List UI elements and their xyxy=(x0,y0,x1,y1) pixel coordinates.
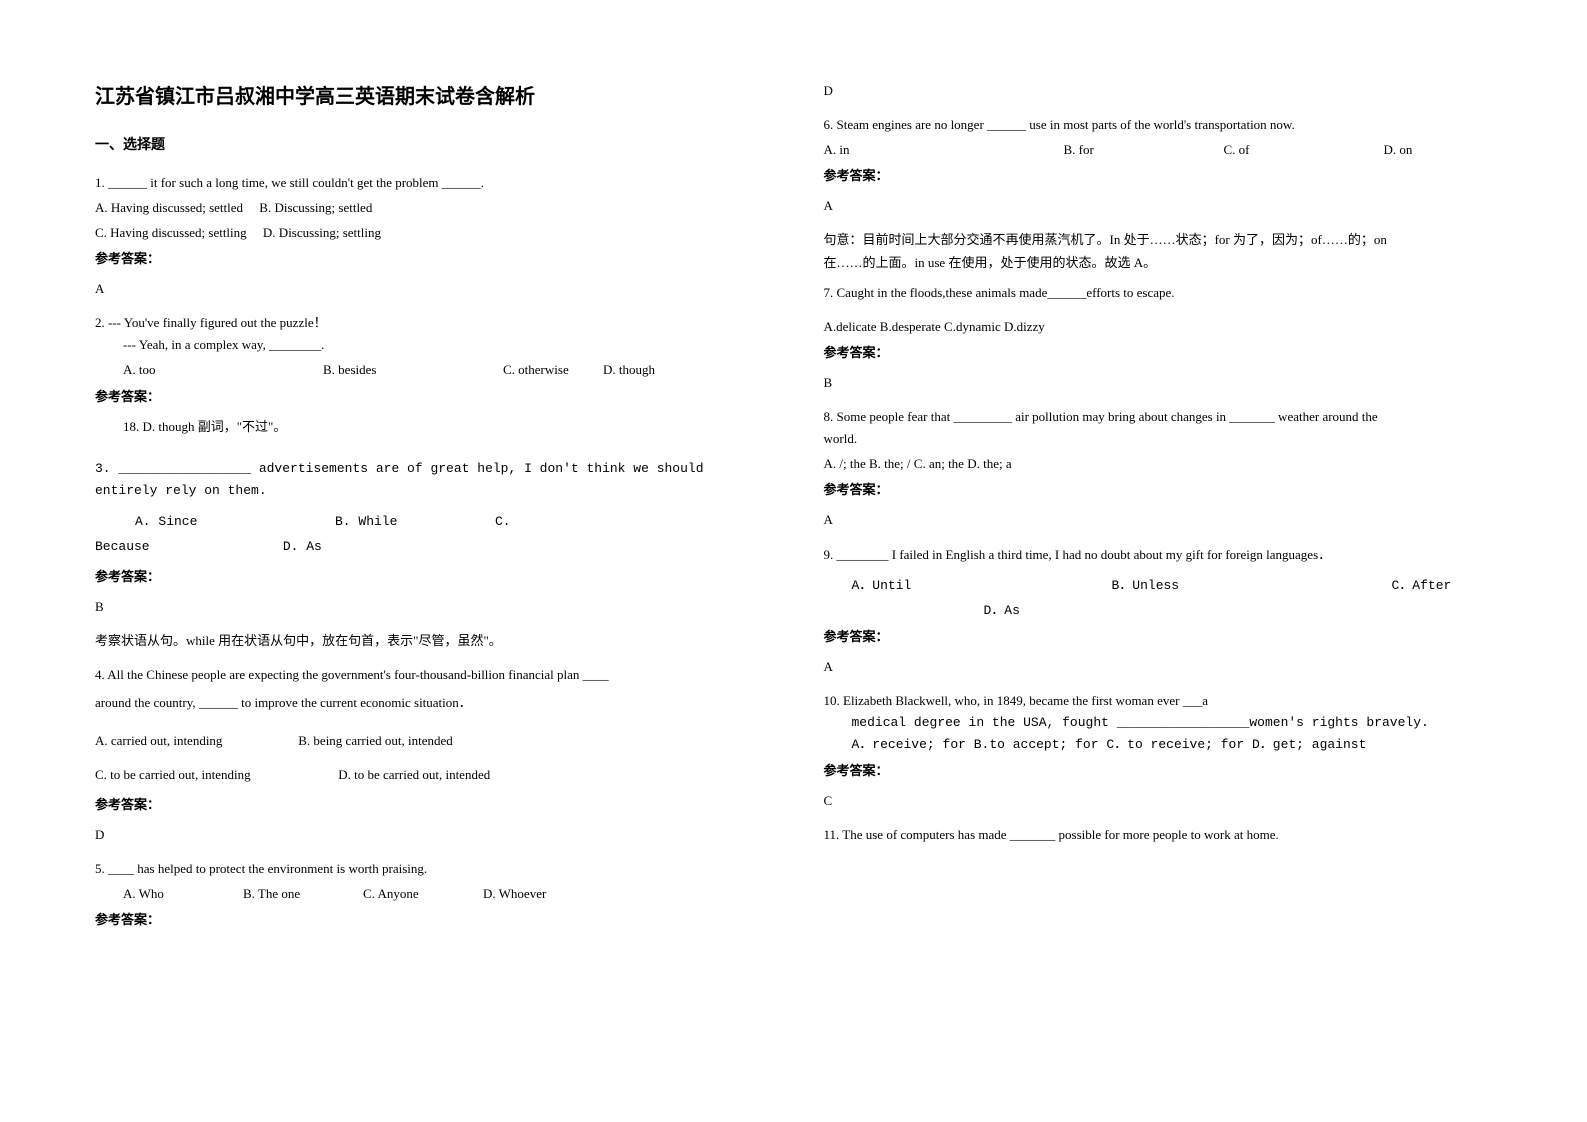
q2-optB: B. besides xyxy=(323,359,503,381)
q9-opts-row1: A．Until B．Unless C．After xyxy=(824,575,1493,597)
q4-opts-row2: C. to be carried out, intending D. to be… xyxy=(95,764,764,786)
q3-optC-prefix: C. xyxy=(495,511,511,533)
q6-ans-label: 参考答案： xyxy=(824,165,1493,187)
q5-optA: A. Who xyxy=(123,883,243,905)
right-column: D 6. Steam engines are no longer ______ … xyxy=(824,80,1493,939)
q10-opts: A．receive; for B.to accept; for C．to rec… xyxy=(824,734,1493,756)
q1-optD: D. Discussing; settling xyxy=(263,225,381,240)
q3-optC: Because xyxy=(95,536,275,558)
q5-ans: D xyxy=(824,80,1493,102)
q5-stem: 5. ____ has helped to protect the enviro… xyxy=(95,858,764,880)
question-10: 10. Elizabeth Blackwell, who, in 1849, b… xyxy=(824,690,1493,812)
q3-opts-row2: Because D. As xyxy=(95,536,764,558)
question-8: 8. Some people fear that _________ air p… xyxy=(824,406,1493,531)
q4-ans: D xyxy=(95,824,764,846)
q4-stem2: around the country, ______ to improve th… xyxy=(95,692,764,714)
q4-optB: B. being carried out, intended xyxy=(298,733,453,748)
q8-ans: A xyxy=(824,509,1493,531)
left-column: 江苏省镇江市吕叔湘中学高三英语期末试卷含解析 一、选择题 1. ______ i… xyxy=(95,80,764,939)
q7-ans: B xyxy=(824,372,1493,394)
q2-optC: C. otherwise xyxy=(503,359,603,381)
q1-ans: A xyxy=(95,278,764,300)
q8-stem2: world. xyxy=(824,428,1493,450)
q10-ans-label: 参考答案： xyxy=(824,760,1493,782)
q7-ans-label: 参考答案： xyxy=(824,342,1493,364)
q8-opts: A. /; the B. the; / C. an; the D. the; a xyxy=(824,453,1493,475)
q3-expl: 考察状语从句。while 用在状语从句中，放在句首，表示"尽管，虽然"。 xyxy=(95,630,764,652)
q4-stem1: 4. All the Chinese people are expecting … xyxy=(95,664,764,686)
q7-opts: A.delicate B.desperate C.dynamic D.dizzy xyxy=(824,316,1493,338)
q6-expl2: 在……的上面。in use 在使用，处于使用的状态。故选 A。 xyxy=(824,252,1493,274)
q3-optB: B. While xyxy=(335,511,495,533)
q9-optB: B．Unless xyxy=(1112,575,1392,597)
q6-ans: A xyxy=(824,195,1493,217)
q1-opts-row1: A. Having discussed; settled B. Discussi… xyxy=(95,197,764,219)
q2-optA: A. too xyxy=(123,359,323,381)
q1-optB: B. Discussing; settled xyxy=(259,200,372,215)
exam-title: 江苏省镇江市吕叔湘中学高三英语期末试卷含解析 xyxy=(95,80,764,114)
q8-stem1: 8. Some people fear that _________ air p… xyxy=(824,406,1493,428)
question-2: 2. --- You've finally figured out the pu… xyxy=(95,312,764,437)
q9-stem: 9. ________ I failed in English a third … xyxy=(824,544,1493,566)
q9-optD: D．As xyxy=(984,603,1020,618)
q9-optC: C．After xyxy=(1392,575,1452,597)
q6-opts: A. in B. for C. of D. on xyxy=(824,139,1493,161)
q6-optD: D. on xyxy=(1384,139,1413,161)
question-5: 5. ____ has helped to protect the enviro… xyxy=(95,858,764,931)
q10-stem2: medical degree in the USA, fought ______… xyxy=(824,712,1493,734)
page-container: 江苏省镇江市吕叔湘中学高三英语期末试卷含解析 一、选择题 1. ______ i… xyxy=(0,80,1587,939)
q4-optA: A. carried out, intending xyxy=(95,730,295,752)
section-heading: 一、选择题 xyxy=(95,134,764,158)
q2-line1: 2. --- You've finally figured out the pu… xyxy=(95,312,764,334)
q10-ans: C xyxy=(824,790,1493,812)
q7-stem: 7. Caught in the floods,these animals ma… xyxy=(824,282,1493,304)
q4-optC: C. to be carried out, intending xyxy=(95,764,335,786)
q6-optB: B. for xyxy=(1064,139,1224,161)
q6-optA: A. in xyxy=(824,139,1064,161)
q1-stem: 1. ______ it for such a long time, we st… xyxy=(95,172,764,194)
q8-ans-label: 参考答案： xyxy=(824,479,1493,501)
question-9: 9. ________ I failed in English a third … xyxy=(824,544,1493,678)
q6-stem: 6. Steam engines are no longer ______ us… xyxy=(824,114,1493,136)
q2-line2: --- Yeah, in a complex way, ________. xyxy=(95,334,764,356)
q5-opts: A. Who B. The one C. Anyone D. Whoever xyxy=(95,883,764,905)
question-7: 7. Caught in the floods,these animals ma… xyxy=(824,282,1493,394)
q2-opts: A. too B. besides C. otherwise D. though xyxy=(95,359,764,381)
q1-ans-label: 参考答案： xyxy=(95,248,764,270)
q2-expl: 18. D. though 副词，"不过"。 xyxy=(95,416,764,438)
q5-optD: D. Whoever xyxy=(483,883,546,905)
q3-opts-row: A. Since B. While C. xyxy=(95,511,764,533)
question-1: 1. ______ it for such a long time, we st… xyxy=(95,172,764,300)
q9-opts-row2: D．As xyxy=(824,600,1493,622)
q6-expl1: 句意：目前时间上大部分交通不再使用蒸汽机了。In 处于……状态；for 为了，因… xyxy=(824,229,1493,251)
q1-opts-row2: C. Having discussed; settling D. Discuss… xyxy=(95,222,764,244)
q1-optA: A. Having discussed; settled xyxy=(95,200,243,215)
q2-ans-label: 参考答案： xyxy=(95,386,764,408)
q3-ans-label: 参考答案： xyxy=(95,566,764,588)
q4-optD: D. to be carried out, intended xyxy=(338,767,490,782)
q5-ans-label: 参考答案： xyxy=(95,909,764,931)
q2-optD: D. though xyxy=(603,359,655,381)
question-4: 4. All the Chinese people are expecting … xyxy=(95,664,764,785)
q9-ans-label: 参考答案： xyxy=(824,626,1493,648)
q11-stem: 11. The use of computers has made ______… xyxy=(824,824,1493,846)
q6-optC: C. of xyxy=(1224,139,1384,161)
q4-ans-label: 参考答案： xyxy=(95,794,764,816)
q9-ans: A xyxy=(824,656,1493,678)
q4-opts-row1: A. carried out, intending B. being carri… xyxy=(95,730,764,752)
question-6: 6. Steam engines are no longer ______ us… xyxy=(824,114,1493,274)
q3-ans: B xyxy=(95,596,764,618)
q5-optC: C. Anyone xyxy=(363,883,483,905)
question-3: 3. _________________ advertisements are … xyxy=(95,458,764,558)
q10-stem1: 10. Elizabeth Blackwell, who, in 1849, b… xyxy=(824,690,1493,712)
q1-optC: C. Having discussed; settling xyxy=(95,225,247,240)
q9-optA: A．Until xyxy=(852,575,1112,597)
q5-optB: B. The one xyxy=(243,883,363,905)
question-11: 11. The use of computers has made ______… xyxy=(824,824,1493,846)
q3-stem: 3. _________________ advertisements are … xyxy=(95,458,764,502)
q3-optD: D. As xyxy=(283,539,322,554)
q3-optA: A. Since xyxy=(135,511,335,533)
